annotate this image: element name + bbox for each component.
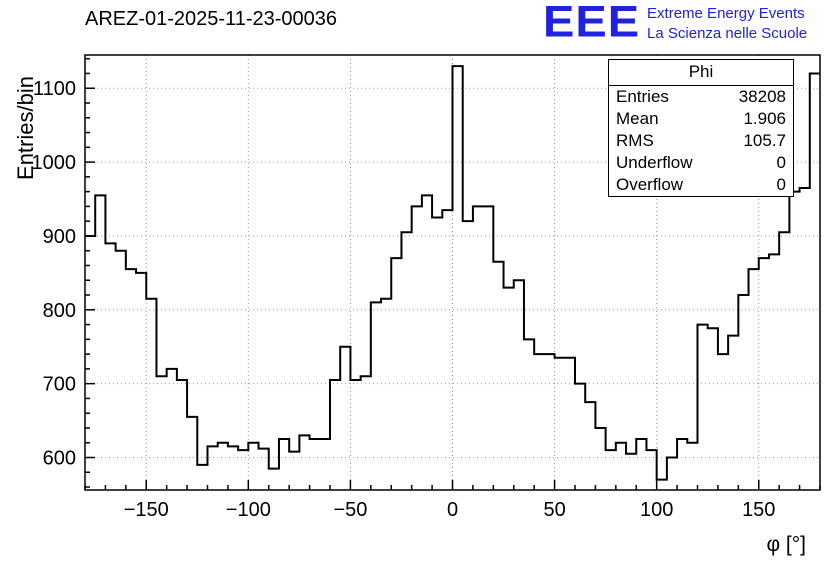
svg-text:1000: 1000 [32, 152, 77, 174]
svg-text:50: 50 [543, 499, 565, 521]
svg-text:800: 800 [43, 300, 76, 322]
stats-row-underflow: Underflow 0 [609, 152, 793, 174]
svg-text:−150: −150 [124, 499, 169, 521]
stats-row-rms: RMS 105.7 [609, 130, 793, 152]
eee-logo: EEE Extreme Energy Events La Scienza nel… [543, 0, 807, 46]
stats-box: Phi Entries 38208 Mean 1.906 RMS 105.7 U… [608, 59, 794, 197]
stat-value: 38208 [738, 87, 786, 106]
stats-box-title: Phi [609, 60, 793, 86]
stat-label: RMS [616, 131, 654, 150]
svg-text:900: 900 [43, 226, 76, 248]
svg-text:700: 700 [43, 374, 76, 396]
eee-logo-line1: Extreme Energy Events [647, 5, 805, 22]
stat-label: Entries [616, 87, 669, 106]
stat-value: 105.7 [743, 131, 786, 150]
eee-logo-text: Extreme Energy Events La Scienza nelle S… [647, 3, 807, 42]
svg-text:0: 0 [447, 499, 458, 521]
stat-label: Underflow [616, 153, 693, 172]
svg-text:600: 600 [43, 448, 76, 470]
eee-logo-letters: EEE [543, 0, 641, 46]
stats-row-entries: Entries 38208 [609, 86, 793, 108]
stat-value: 0 [776, 175, 786, 194]
svg-text:−50: −50 [333, 499, 367, 521]
stat-label: Mean [616, 109, 659, 128]
page-title: AREZ-01-2025-11-23-00036 [85, 8, 338, 30]
svg-text:150: 150 [742, 499, 775, 521]
stat-label: Overflow [616, 175, 684, 194]
y-axis-title: Entries/bin [13, 76, 38, 180]
stat-value: 1.906 [743, 109, 786, 128]
x-axis-title: φ [°] [766, 533, 806, 556]
stats-row-overflow: Overflow 0 [609, 174, 793, 196]
svg-text:−100: −100 [226, 499, 271, 521]
stats-row-mean: Mean 1.906 [609, 108, 793, 130]
stat-value: 0 [776, 153, 786, 172]
eee-logo-line2: La Scienza nelle Scuole [647, 25, 808, 42]
svg-text:1100: 1100 [33, 78, 76, 100]
svg-text:100: 100 [640, 499, 673, 521]
